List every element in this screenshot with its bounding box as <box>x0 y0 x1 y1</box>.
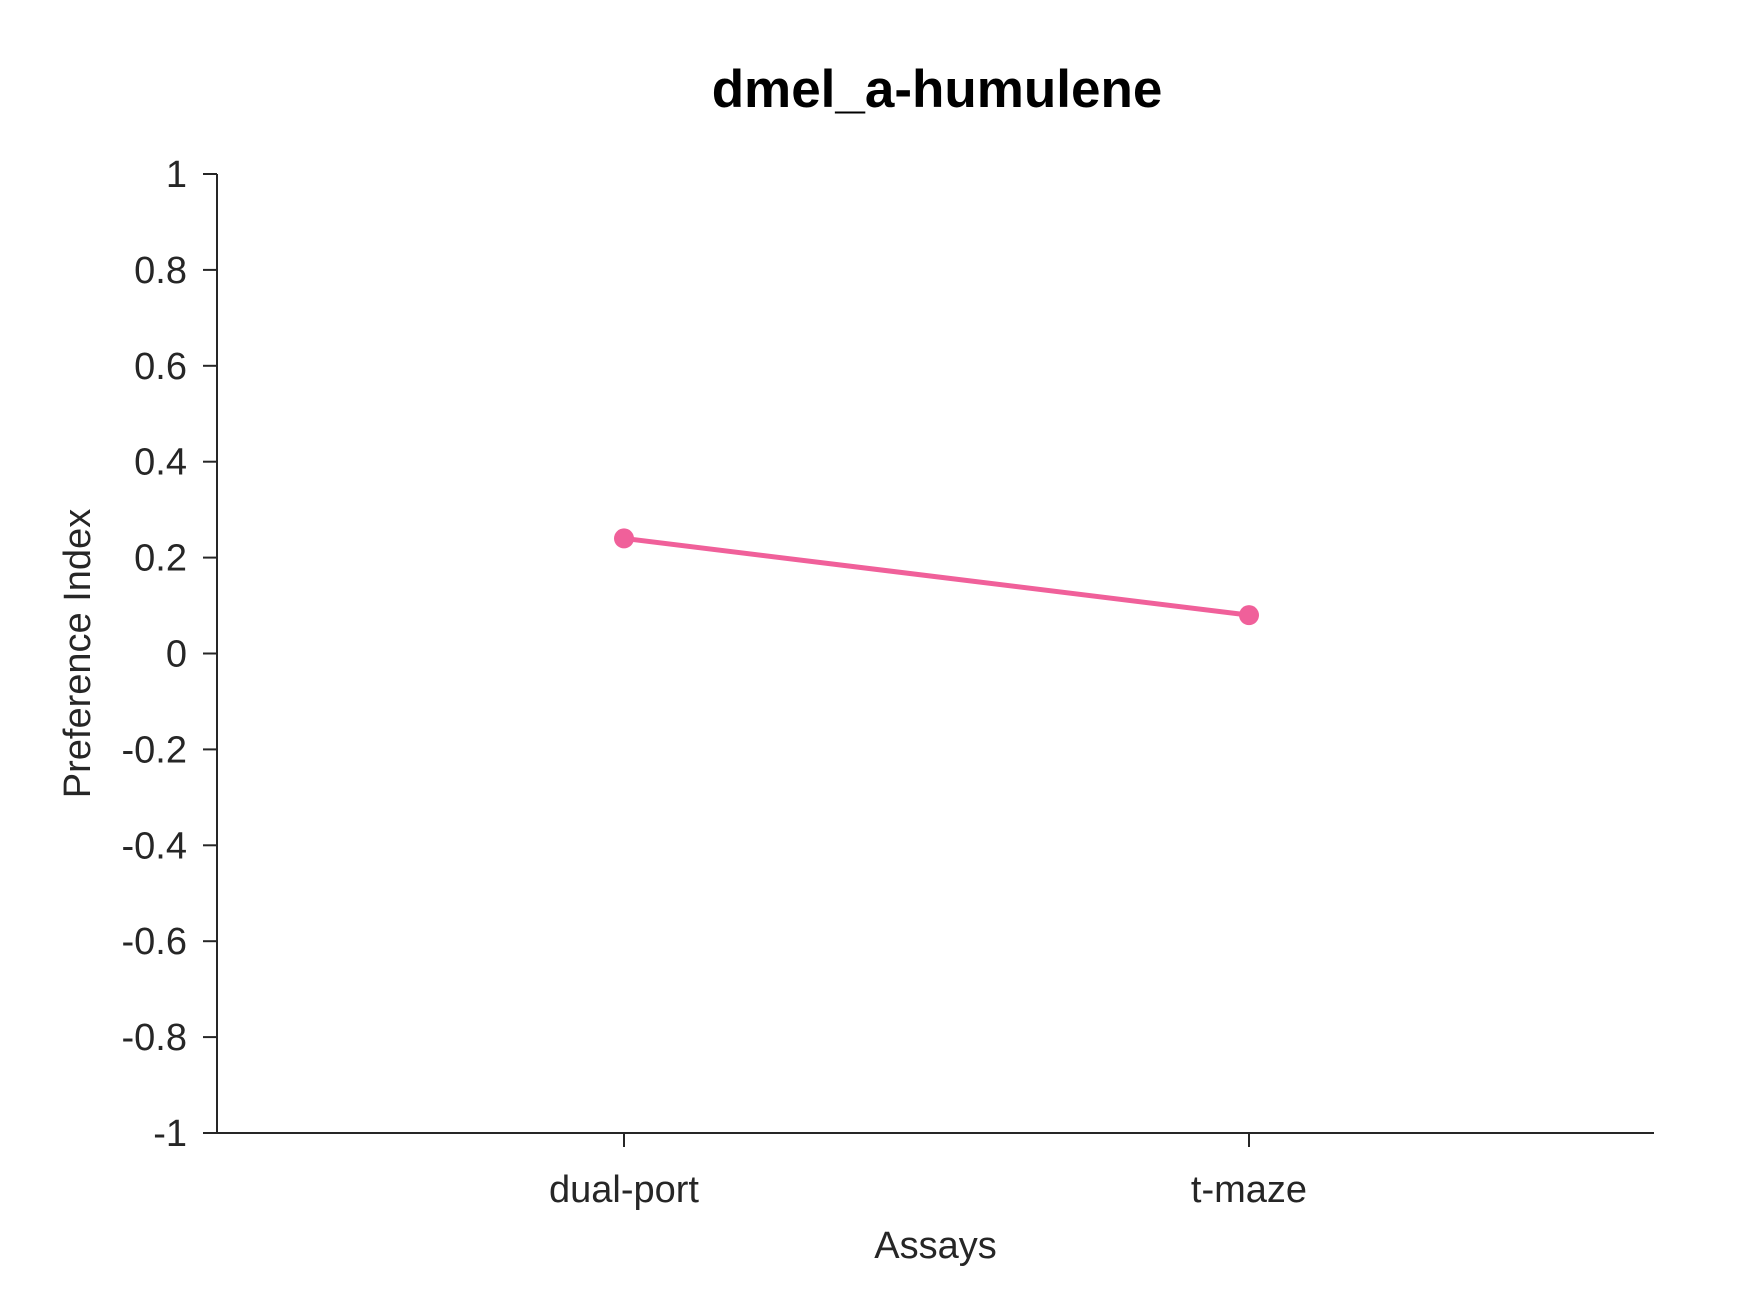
x-tick-label: dual-port <box>549 1169 699 1211</box>
series-line <box>621 535 1252 618</box>
y-ticks: 1 0.8 0.6 0.4 0.2 0 -0.2 -0.4 -0.6 -0.8 -1 <box>122 154 217 1155</box>
x-tick-label: t-maze <box>1191 1169 1307 1211</box>
chart-title: dmel_a-humulene <box>712 60 1163 119</box>
y-tick-label: 0 <box>166 634 187 676</box>
y-tick-label: 0.8 <box>134 250 187 292</box>
series-layer <box>614 528 1259 626</box>
y-tick-label: 0.2 <box>134 538 187 580</box>
y-axis-label: Preference Index <box>57 509 99 798</box>
x-axis-label: Assays <box>874 1225 996 1267</box>
data-point <box>1239 605 1259 626</box>
y-tick-label: -0.8 <box>122 1017 187 1059</box>
y-axis: 1 0.8 0.6 0.4 0.2 0 -0.2 -0.4 -0.6 -0.8 -1 <box>122 154 218 1155</box>
x-ticks: dual-port t-maze <box>549 1133 1307 1211</box>
y-tick-label: -0.2 <box>122 729 187 771</box>
y-tick-label: 0.6 <box>134 346 187 388</box>
y-tick-label: 1 <box>166 154 187 196</box>
y-tick-label: -0.6 <box>122 921 187 963</box>
data-point <box>614 528 634 549</box>
x-axis: dual-port t-maze <box>217 1132 1654 1211</box>
y-tick-label: -1 <box>153 1113 187 1155</box>
y-tick-label: 0.4 <box>134 442 187 484</box>
y-tick-label: -0.4 <box>122 825 187 867</box>
